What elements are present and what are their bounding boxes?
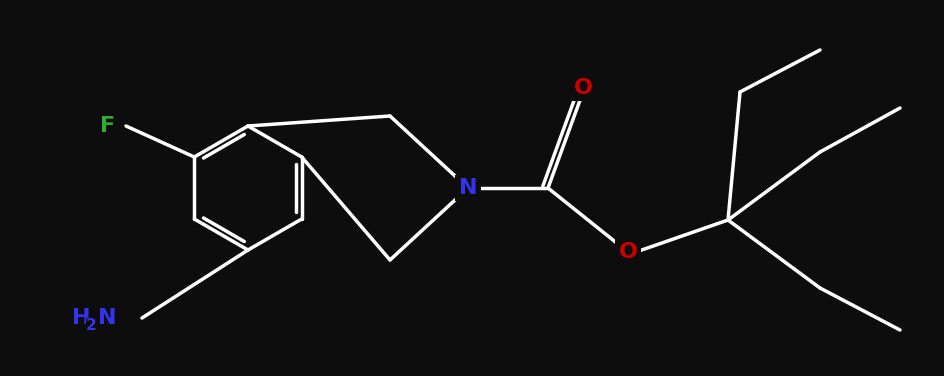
- Text: O: O: [574, 78, 593, 98]
- Text: O: O: [618, 242, 637, 262]
- Text: N: N: [459, 178, 478, 198]
- Text: F: F: [100, 116, 115, 136]
- Text: 2: 2: [86, 318, 96, 334]
- Text: H: H: [72, 308, 91, 328]
- Text: N: N: [98, 308, 116, 328]
